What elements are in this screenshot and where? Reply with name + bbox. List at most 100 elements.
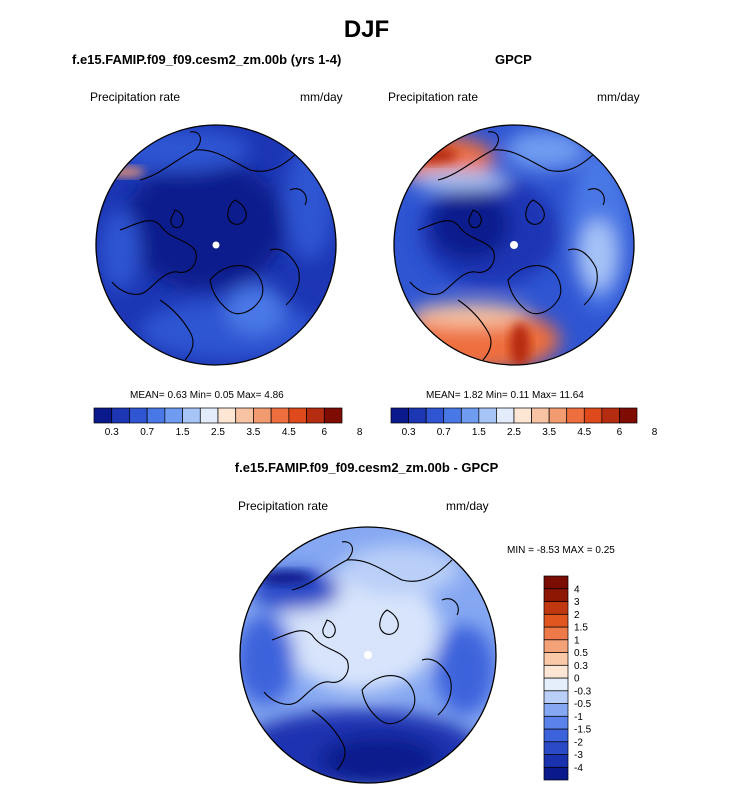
panel1-max-value: 4.86: [264, 390, 284, 401]
panel2-colorbar-swatch: [496, 407, 515, 424]
panel2-colorbar-swatch: [548, 407, 568, 424]
panel2-colorbar-tick-label: 0.3: [402, 427, 416, 438]
panel3-variable-label: Precipitation rate: [238, 499, 329, 513]
panel1-colorbar-tick-label: 0.7: [140, 427, 154, 438]
panel3-colorbar-swatch: [543, 741, 569, 755]
panel1-coastlines: [111, 131, 307, 361]
panel1-colorbar-tick-label: 0.3: [105, 427, 119, 438]
panel2-max-label: Max=: [532, 390, 557, 401]
panel1-colorbar-swatch: [182, 407, 201, 424]
panel3-colorbar-swatch: [543, 601, 569, 615]
panel3-colorbar-tick-label: 3: [574, 597, 580, 608]
panel1-colorbar-tick-label: 6: [322, 427, 328, 438]
panel2-pacific-core: [402, 147, 458, 163]
panel2-map-border: [393, 124, 635, 366]
panel3-title: f.e15.FAMIP.f09_f09.cesm2_zm.00b - GPCP: [234, 460, 499, 475]
panel2-colorbar-swatch: [408, 407, 427, 424]
panel3-colorbar: 4 3 2 1.51 0.5 0.3 0-0.3 -0.5 -1 -1.5-2 -3 -4: [543, 575, 592, 781]
panel1-colorbar-swatch: [129, 407, 148, 424]
panel2-title: GPCP: [495, 52, 532, 67]
panel3-colorbar-swatch: [543, 575, 569, 590]
panel2-atlantic-core: [510, 323, 530, 365]
panel3-colorbar-tick-label: -1: [574, 712, 583, 723]
panel3-colorbar-tick-label: 2: [574, 610, 580, 621]
panel3-colorbar-swatch: [543, 626, 569, 641]
panel3-colorbar-tick-label: 4: [574, 584, 580, 595]
panel3-min-label: MIN =: [507, 545, 534, 556]
panel1-colorbar-swatch: [235, 407, 254, 424]
panel1-colorbar-tick-label: 2.5: [211, 427, 225, 438]
panel3-colorbar-tick-label: -1.5: [574, 725, 592, 736]
panel3-colorbar-tick-label: 1: [574, 635, 580, 646]
panel2-colorbar-tick-label: 8: [652, 427, 658, 438]
panel1-pacific-band: [110, 128, 250, 172]
panel1-map: [96, 125, 336, 365]
panel1-colorbar-swatch: [253, 407, 272, 424]
panel1-colorbar-swatch: [217, 407, 237, 424]
panel1-colorbar-swatch: [146, 407, 166, 424]
panel2-units-label: mm/day: [597, 90, 640, 104]
panel3-colorbar-tick-label: 0: [574, 674, 580, 685]
panel1-west-band: [100, 210, 140, 290]
panel1-colorbar-swatch: [199, 407, 219, 424]
panel1-units-label: mm/day: [300, 90, 343, 104]
panel3-colorbar-tick-label: 0.5: [574, 648, 588, 659]
panel3-colorbar-swatch: [543, 754, 569, 768]
panel1-pole-point: [212, 241, 220, 249]
panel1-colorbar-swatch: [164, 407, 183, 424]
panel3-colorbar-swatch: [543, 652, 569, 666]
panel3-map: [240, 527, 496, 783]
panel1-colorbar-tick-label: 4.5: [282, 427, 296, 438]
panel2-colorbar-tick-label: 0.7: [437, 427, 451, 438]
panel3-colorbar-swatch: [543, 703, 569, 717]
panel1-title: f.e15.FAMIP.f09_f09.cesm2_zm.00b (yrs 1-…: [72, 52, 342, 67]
panel3-colorbar-swatch: [543, 715, 569, 730]
panel3-colorbar-swatch: [543, 664, 569, 679]
panel2-north-light: [505, 130, 585, 170]
panel1-mean-value: 0.63: [167, 390, 187, 401]
panel2-colorbar-swatch: [566, 407, 585, 424]
panel2-colorbar-swatch: [390, 407, 409, 424]
panel3-colorbar-tick-label: -2: [574, 737, 583, 748]
panel2-min-value: 0.11: [510, 390, 530, 401]
panel3-colorbar-swatch: [543, 766, 569, 781]
panel1-colorbar-swatch: [270, 407, 290, 424]
panel3-colorbar-swatch: [543, 728, 569, 743]
figure-title: DJF: [343, 16, 390, 43]
panel2-max-value: 11.64: [559, 390, 584, 401]
panel2-colorbar-swatch: [513, 407, 532, 424]
panel1-field: [100, 128, 335, 360]
panel2-colorbar-swatch: [478, 407, 497, 424]
panel2-colorbar-swatch: [601, 407, 620, 424]
panel1-colorbar-tick-label: 3.5: [246, 427, 260, 438]
panel1-colorbar: 0.3 0.7 1.5 2.5 3.5 4.5 6 8: [93, 407, 363, 438]
panel2-pacific-light: [410, 170, 510, 190]
panel1-min-label: Min=: [189, 390, 212, 401]
panel2-colorbar-tick-label: 4.5: [577, 427, 591, 438]
panel3-colorbar-swatch: [543, 690, 569, 704]
panel3-colorbar-swatch: [543, 613, 569, 628]
panel3-pacific-strong: [257, 571, 313, 585]
panel2-colorbar-swatch: [425, 407, 445, 424]
panel1-colorbar-swatch: [306, 407, 325, 424]
panel3-north-light: [340, 545, 460, 595]
panel1-colorbar-swatch: [288, 407, 307, 424]
panel1-mean-label: MEAN=: [130, 390, 165, 401]
panel3-min-value: -8.53: [536, 545, 560, 556]
panel1-colorbar-swatch: [323, 407, 343, 424]
panel3-east-neg: [435, 625, 495, 715]
panel1-arctic-low: [125, 160, 285, 290]
panel2-colorbar-swatch: [531, 407, 550, 424]
panel3-atlantic-strong: [320, 735, 440, 783]
panel3-map-border: [239, 526, 497, 784]
panel2-colorbar-swatch: [583, 407, 603, 424]
panel3-colorbar-swatch: [543, 639, 569, 653]
panel3-colorbar-swatch: [543, 677, 569, 692]
panel2-atlantic-light: [410, 303, 530, 327]
panel2-colorbar: 0.3 0.7 1.5 2.5 3.5 4.5 6 8: [390, 407, 658, 438]
panel3-colorbar-tick-label: 0.3: [574, 661, 588, 672]
panel1-map-border: [95, 124, 337, 366]
panel2-coastlines: [409, 131, 605, 361]
panel2-east-light: [580, 220, 616, 290]
